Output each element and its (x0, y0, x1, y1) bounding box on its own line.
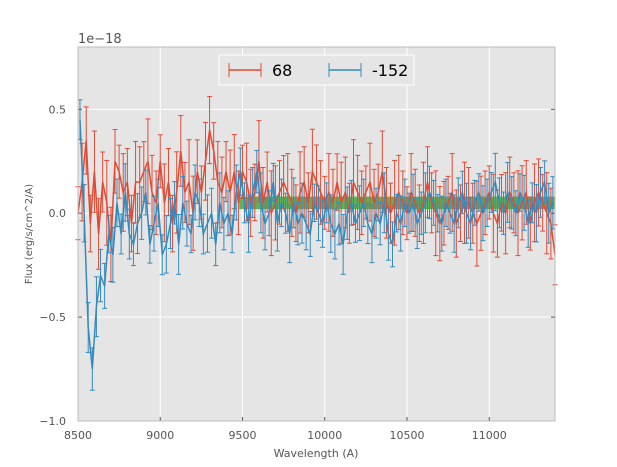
y-tick-label: −0.5 (39, 311, 66, 324)
y-offset-label: 1e−18 (78, 32, 122, 47)
y-tick-label: 0.0 (49, 207, 67, 220)
legend-swatch-68 (228, 63, 262, 77)
legend: 68 -152 (218, 54, 415, 86)
series-layer (75, 96, 558, 391)
series-neg152 (77, 99, 556, 391)
x-tick-label: 9500 (228, 429, 256, 442)
legend-label-152: -152 (372, 61, 408, 80)
x-tick-label: 8500 (64, 429, 92, 442)
axes: 8500 9000 9500 10000 10500 11000 0.5 0.0 −0.5 −1.… (39, 46, 556, 442)
y-axis-label: Flux (erg/s/cm^2/A) (24, 184, 35, 284)
y-tick-label: 0.5 (49, 103, 67, 116)
x-tick-label: 11000 (472, 429, 507, 442)
plot-frame (77, 46, 556, 422)
legend-label-68: 68 (272, 61, 292, 80)
legend-entry-68: 68 (228, 61, 292, 80)
x-tick-label: 10500 (389, 429, 424, 442)
x-tick-label: 10000 (307, 429, 342, 442)
series-line (77, 129, 556, 255)
legend-swatch-152 (328, 63, 362, 77)
x-tick-label: 9000 (146, 429, 174, 442)
legend-entry-152: -152 (328, 61, 408, 80)
x-axis-label: Wavelength (A) (274, 447, 359, 460)
series-line (79, 119, 554, 370)
y-tick-label: −1.0 (39, 415, 66, 428)
